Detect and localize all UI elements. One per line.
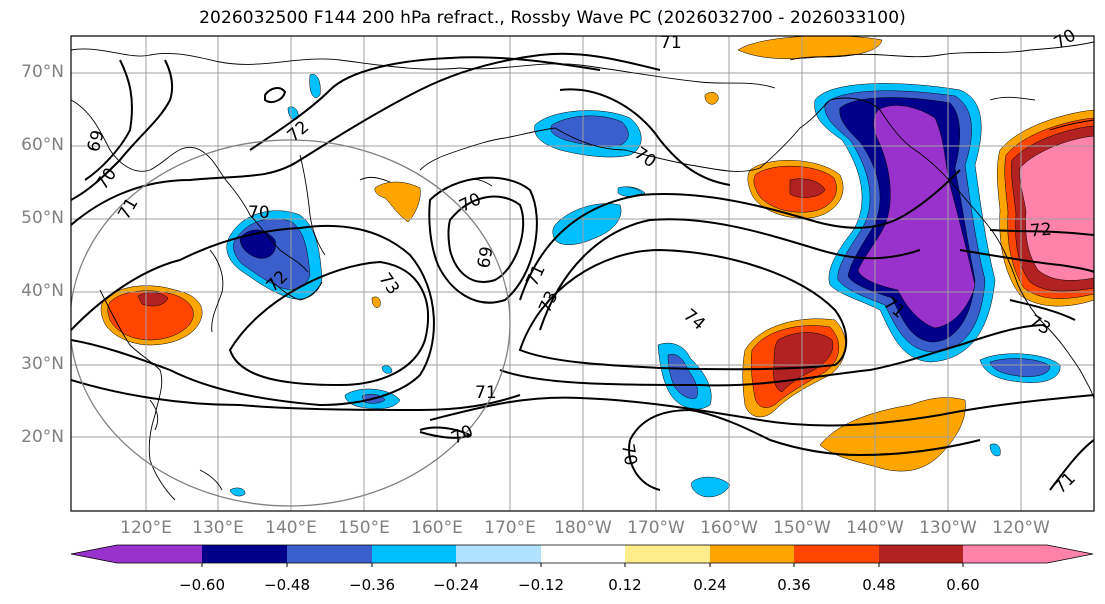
colorbar-tick-label: 0.12	[608, 576, 642, 594]
lat-label: 50°N	[21, 208, 64, 228]
colorbar-swatch	[287, 545, 372, 563]
lat-label: 40°N	[21, 281, 64, 301]
lon-label: 160°E	[411, 518, 463, 538]
colorbar-tick-label: 0.36	[777, 576, 811, 594]
lon-label: 120°W	[992, 518, 1050, 538]
colorbar-swatch	[879, 545, 963, 563]
lon-label: 140°E	[265, 518, 317, 538]
colorbar-tick-label: −0.12	[518, 576, 564, 594]
colorbar-swatch	[710, 545, 794, 563]
lon-label: 180°W	[554, 518, 612, 538]
lat-label: 30°N	[21, 354, 64, 374]
colorbar-tick-label: −0.36	[349, 576, 395, 594]
lon-label: 160°W	[700, 518, 758, 538]
colorbar-swatch	[963, 545, 1047, 563]
coastlines	[71, 41, 1094, 501]
colorbar-tick-label: 0.60	[946, 576, 980, 594]
contour-label: 69	[474, 245, 497, 270]
anomaly-positive-bering	[737, 36, 883, 59]
contour-label: 70	[248, 203, 270, 223]
colorbar-tick-label: 0.48	[862, 576, 896, 594]
colorbar-tick-label: −0.48	[264, 576, 310, 594]
lon-label: 150°W	[773, 518, 831, 538]
colorbar-swatch	[625, 545, 710, 563]
lon-label: 120°E	[120, 518, 172, 538]
colorbar-swatch	[372, 545, 456, 563]
contour-label: 71	[660, 33, 682, 53]
contour-label: 71	[475, 383, 497, 403]
refractivity-contours	[71, 52, 1094, 491]
colorbar-extend-high	[1047, 545, 1093, 563]
colorbar-swatch	[456, 545, 541, 563]
colorbar-swatch	[202, 545, 287, 563]
colorbar-swatch	[794, 545, 879, 563]
contour-label: 70	[617, 442, 640, 467]
lat-label: 60°N	[21, 135, 64, 155]
colorbar	[70, 544, 1094, 567]
lat-label: 70°N	[21, 62, 64, 82]
lon-label: 130°E	[192, 518, 244, 538]
lon-label: 140°W	[846, 518, 904, 538]
contour-label: 72	[1029, 220, 1052, 242]
colorbar-tick-label: −0.60	[179, 576, 225, 594]
lat-label: 20°N	[21, 427, 64, 447]
colorbar-swatch	[541, 545, 625, 563]
map-title: 2026032500 F144 200 hPa refract., Rossby…	[199, 8, 906, 28]
lon-label: 170°W	[627, 518, 685, 538]
colorbar-extend-low	[71, 545, 117, 563]
graticule	[71, 36, 1094, 511]
reference-circle	[71, 139, 511, 507]
colorbar-tick-label: 0.24	[693, 576, 727, 594]
lon-label: 130°W	[919, 518, 977, 538]
colorbar-tick-label: −0.24	[433, 576, 479, 594]
lon-label: 170°E	[484, 518, 536, 538]
colorbar-swatch	[117, 545, 202, 563]
lon-label: 150°E	[338, 518, 390, 538]
map-frame	[70, 35, 1095, 512]
